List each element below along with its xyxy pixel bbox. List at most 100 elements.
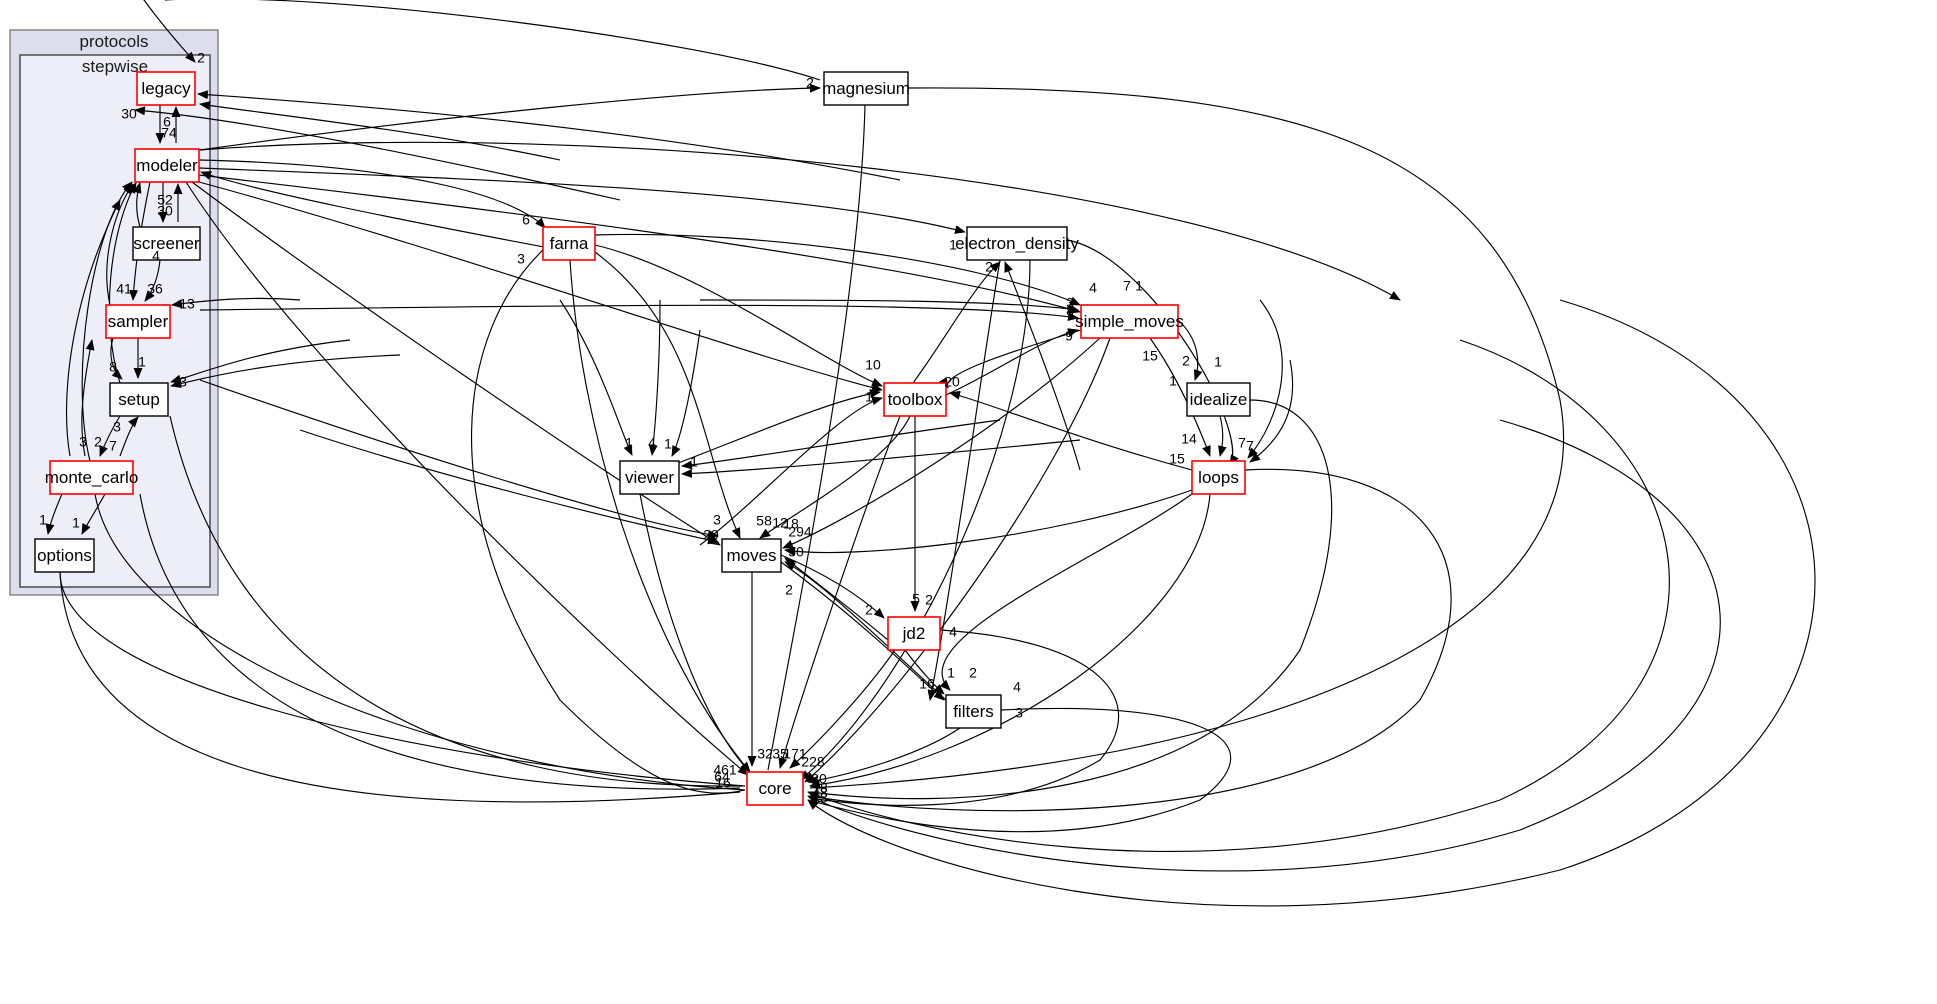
node-box-sampler[interactable] — [105, 304, 171, 339]
edge-label-el-view-1b: 1 — [664, 436, 672, 452]
node-label-viewer: viewer — [625, 468, 674, 487]
edge-label-el-core-171: 171 — [783, 746, 807, 762]
node-label-loops: loops — [1198, 468, 1239, 487]
node-label-setup: setup — [118, 390, 160, 409]
node-simple_moves[interactable]: simple_moves — [1075, 304, 1184, 339]
edge-label-el-core-35: 35 — [772, 746, 788, 762]
node-group: legacy modeler screener sampler setup monte_c… — [34, 71, 1251, 806]
edge-label-el-tb-10: 10 — [865, 357, 881, 373]
edge-label-el-legacy-mod-74: 74 — [161, 125, 177, 141]
node-box-screener[interactable] — [132, 226, 201, 261]
edge-label-el-setup-in-3: 3 — [179, 374, 187, 390]
edge-label-el-opt-1b: 1 — [72, 515, 80, 531]
edge-label-el-samp-setup-8: 8 — [109, 359, 117, 375]
edge-label-el-loops-7a: 7 — [1238, 435, 1246, 451]
node-box-jd2[interactable] — [887, 616, 941, 651]
node-box-electron_density[interactable] — [966, 226, 1068, 261]
node-idealize[interactable]: idealize — [1186, 382, 1251, 417]
node-box-filters[interactable] — [945, 694, 1002, 729]
node-box-toolbox[interactable] — [883, 382, 947, 417]
node-label-idealize: idealize — [1190, 390, 1248, 409]
edge-label-el-jd2-4: 4 — [949, 624, 957, 640]
node-box-options[interactable] — [34, 538, 95, 573]
edge-label-el-sm-1: 1 — [1135, 278, 1143, 294]
edge-label-el-sm-4: 4 — [1089, 280, 1097, 296]
edge-label-el-opt-1a: 1 — [39, 512, 47, 528]
cluster-label-stepwise: stepwise — [82, 57, 148, 76]
node-farna[interactable]: farna — [542, 226, 596, 261]
node-box-farna[interactable] — [542, 226, 596, 261]
node-box-viewer[interactable] — [619, 460, 680, 495]
node-label-sampler: sampler — [108, 312, 169, 331]
node-viewer[interactable]: viewer — [619, 460, 680, 495]
node-electron_density[interactable]: electron_density — [955, 226, 1079, 261]
node-monte_carlo[interactable]: monte_carlo — [45, 460, 139, 495]
edge-label-el-mod-scr-52: 52 — [157, 192, 173, 208]
node-box-idealize[interactable] — [1186, 382, 1251, 417]
edge-label-el-moves-29: 29 — [703, 527, 719, 543]
node-modeler[interactable]: modeler — [134, 148, 200, 183]
edge-label-el-loops-7b: 7 — [1246, 438, 1254, 454]
edge-label-el-sm-3: 3 — [1066, 295, 1074, 311]
edge-label-el-legacy-in-30: 30 — [121, 106, 137, 122]
node-setup[interactable]: setup — [109, 382, 169, 417]
node-moves[interactable]: moves — [721, 538, 782, 573]
node-label-electron_density: electron_density — [955, 234, 1079, 253]
node-screener[interactable]: screener — [132, 226, 201, 261]
node-box-monte_carlo[interactable] — [49, 460, 134, 495]
edge-label-el-id-1: 1 — [1214, 354, 1222, 370]
edge-label-el-core-r3: 13 — [812, 790, 828, 806]
edge-label-el-sm-7: 7 — [1123, 278, 1131, 294]
node-box-simple_moves[interactable] — [1080, 304, 1179, 339]
edge-group — [45, 0, 1816, 907]
node-label-toolbox: toolbox — [888, 390, 943, 409]
edge-label-el-jd2-2a: 2 — [785, 582, 793, 598]
edge-label-el-tb-1: 1 — [865, 389, 873, 405]
edge-label-el-view-1a: 1 — [625, 435, 633, 451]
node-box-setup[interactable] — [109, 382, 169, 417]
edge-label-el-moves-5: 5 — [756, 513, 764, 529]
node-sampler[interactable]: sampler — [105, 304, 171, 339]
node-label-magnesium: magnesium — [822, 79, 910, 98]
node-box-loops[interactable] — [1191, 460, 1246, 495]
node-label-simple_moves: simple_moves — [1075, 312, 1184, 331]
node-filters[interactable]: filters — [945, 694, 1002, 729]
edge-label-el-core-20: 20 — [811, 771, 827, 787]
edge-label-el-moves-8: 8 — [764, 513, 772, 529]
node-jd2[interactable]: jd2 — [887, 616, 941, 651]
edge-label-el-filt-16: 16 — [919, 676, 935, 692]
node-options[interactable]: options — [34, 538, 95, 573]
node-box-modeler[interactable] — [134, 148, 200, 183]
edge-label-el-mod-4: 4 — [152, 248, 160, 264]
edge-label-el-filt-3: 3 — [1015, 705, 1023, 721]
edge-label-el-core-461: 461 — [713, 762, 737, 778]
edge-label-el-moves-3: 3 — [713, 512, 721, 528]
edge-label-el-id-2: 2 — [1182, 353, 1190, 369]
node-loops[interactable]: loops — [1191, 460, 1246, 495]
node-label-legacy: legacy — [141, 79, 191, 98]
cluster-group: protocols stepwise — [9, 29, 219, 596]
edge-label-el-ed-2: 2 — [985, 259, 993, 275]
node-box-moves[interactable] — [721, 538, 782, 573]
node-toolbox[interactable]: toolbox — [883, 382, 947, 417]
edge-label-el-protocols-in: 2 — [197, 50, 205, 66]
node-magnesium[interactable]: magnesium — [822, 71, 910, 106]
edge-label-el-sm-8: 8 — [1066, 303, 1074, 319]
edge-label-el-filt-2: 2 — [969, 665, 977, 681]
node-label-core: core — [758, 779, 791, 798]
node-box-legacy[interactable] — [136, 71, 196, 106]
node-label-monte_carlo: monte_carlo — [45, 468, 139, 487]
node-legacy[interactable]: legacy — [136, 71, 196, 106]
edge-label-el-mod-scr-30: 30 — [157, 203, 173, 219]
node-label-options: options — [37, 546, 92, 565]
node-core[interactable]: core — [746, 771, 804, 806]
edge-label-el-sm-9: 9 — [1065, 328, 1073, 344]
node-box-magnesium[interactable] — [823, 71, 909, 106]
edge-label-el-samp-41: 41 — [116, 281, 132, 297]
cluster-label-protocols: protocols — [80, 32, 149, 51]
edge-label-el-id-1b: 1 — [1169, 373, 1177, 389]
node-box-core[interactable] — [746, 771, 804, 806]
edge-label-el-filt-1: 1 — [947, 665, 955, 681]
node-label-farna: farna — [550, 234, 589, 253]
